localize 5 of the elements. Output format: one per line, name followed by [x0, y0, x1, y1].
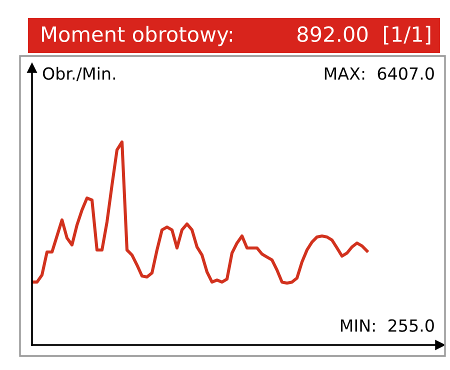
chart-title: Moment obrotowy: [42, 26, 232, 46]
chart-subtitle: 892.00 [1/1] [297, 26, 430, 44]
text: MAX: 6407.0 [324, 67, 434, 80]
y-axis-title: Obr./Min. [42, 66, 116, 82]
annotation: MIN: 255.0 [340, 319, 434, 332]
